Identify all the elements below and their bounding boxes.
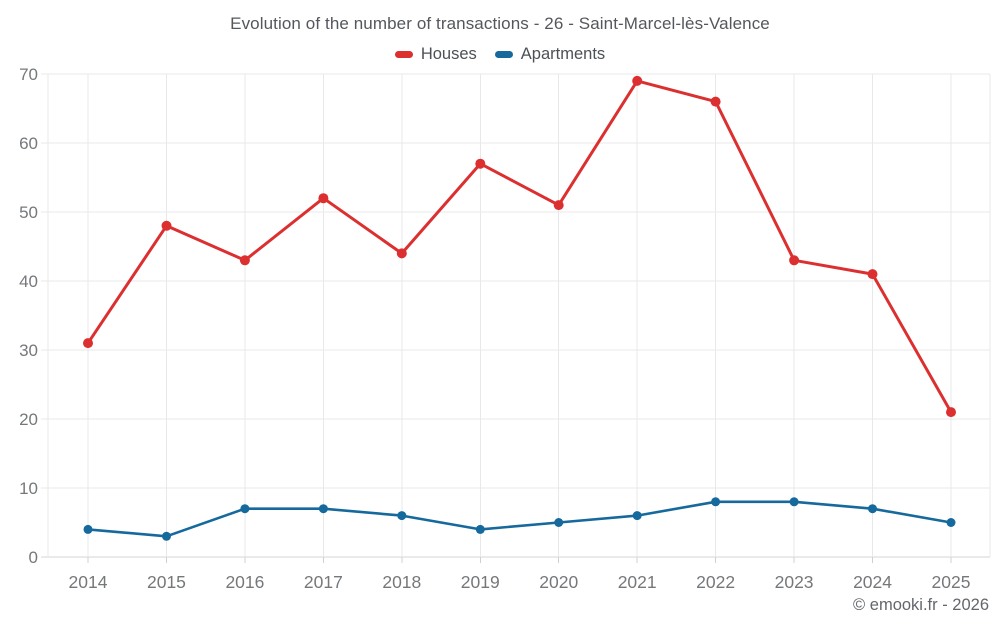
y-axis-label: 0	[29, 548, 38, 567]
legend-item-houses[interactable]: Houses	[394, 45, 477, 64]
apartments-point-2022[interactable]	[711, 497, 721, 507]
y-axis-label: 10	[19, 479, 38, 498]
y-axis-label: 60	[19, 134, 38, 153]
chart-title: Evolution of the number of transactions …	[230, 14, 770, 33]
x-axis-label: 2020	[539, 572, 578, 592]
apartments-point-2015[interactable]	[162, 531, 171, 541]
houses-point-2022[interactable]	[710, 96, 721, 107]
apartments-line	[86, 500, 953, 538]
copyright-text: © emooki.fr - 2026	[853, 596, 989, 614]
y-axis-label: 70	[19, 65, 38, 84]
chart-legend: Houses Apartments	[0, 45, 1000, 64]
houses-point-2020[interactable]	[553, 200, 564, 211]
apartments-point-2017[interactable]	[318, 504, 328, 514]
apartments-point-2020[interactable]	[554, 518, 564, 527]
y-axis-label: 20	[19, 410, 38, 429]
apartments-point-2025[interactable]	[946, 518, 956, 527]
apartments-color-swatch	[494, 51, 513, 58]
houses-point-2017[interactable]	[318, 193, 329, 204]
houses-point-2024[interactable]	[867, 269, 878, 280]
houses-point-2019[interactable]	[475, 158, 486, 169]
x-axis-label: 2022	[696, 572, 735, 592]
apartments-point-2019[interactable]	[475, 524, 485, 534]
houses-point-2015[interactable]	[161, 220, 172, 231]
legend-item-apartments[interactable]: Apartments	[494, 45, 606, 64]
x-axis-label: 2021	[618, 572, 657, 592]
x-axis-label: 2015	[147, 572, 186, 592]
houses-point-2023[interactable]	[789, 255, 800, 266]
x-axis-label: 2014	[69, 572, 108, 592]
apartments-point-2021[interactable]	[632, 511, 642, 521]
apartments-point-2023[interactable]	[789, 497, 799, 507]
houses-point-2016[interactable]	[239, 255, 250, 266]
x-axis-label: 2017	[304, 572, 343, 592]
houses-point-2021[interactable]	[632, 75, 643, 86]
y-axis-label: 40	[19, 272, 38, 291]
houses-point-2018[interactable]	[396, 248, 407, 259]
x-axis-label: 2025	[932, 572, 971, 592]
legend-label-apartments: Apartments	[520, 45, 606, 63]
apartments-point-2018[interactable]	[397, 511, 407, 521]
x-axis-label: 2018	[382, 572, 421, 592]
x-axis-label: 2019	[461, 572, 500, 592]
x-axis-label: 2023	[775, 572, 814, 592]
houses-point-2014[interactable]	[83, 338, 93, 349]
apartments-point-2016[interactable]	[240, 504, 250, 514]
houses-point-2025[interactable]	[946, 407, 956, 418]
x-axis-label: 2024	[853, 572, 892, 592]
houses-line	[86, 79, 953, 414]
y-axis-label: 30	[19, 341, 38, 360]
legend-label-houses: Houses	[420, 45, 477, 63]
x-axis-label: 2016	[225, 572, 264, 592]
y-axis-label: 50	[19, 203, 38, 222]
houses-color-swatch	[394, 51, 413, 58]
apartments-point-2014[interactable]	[83, 524, 93, 534]
apartments-point-2024[interactable]	[868, 504, 877, 514]
